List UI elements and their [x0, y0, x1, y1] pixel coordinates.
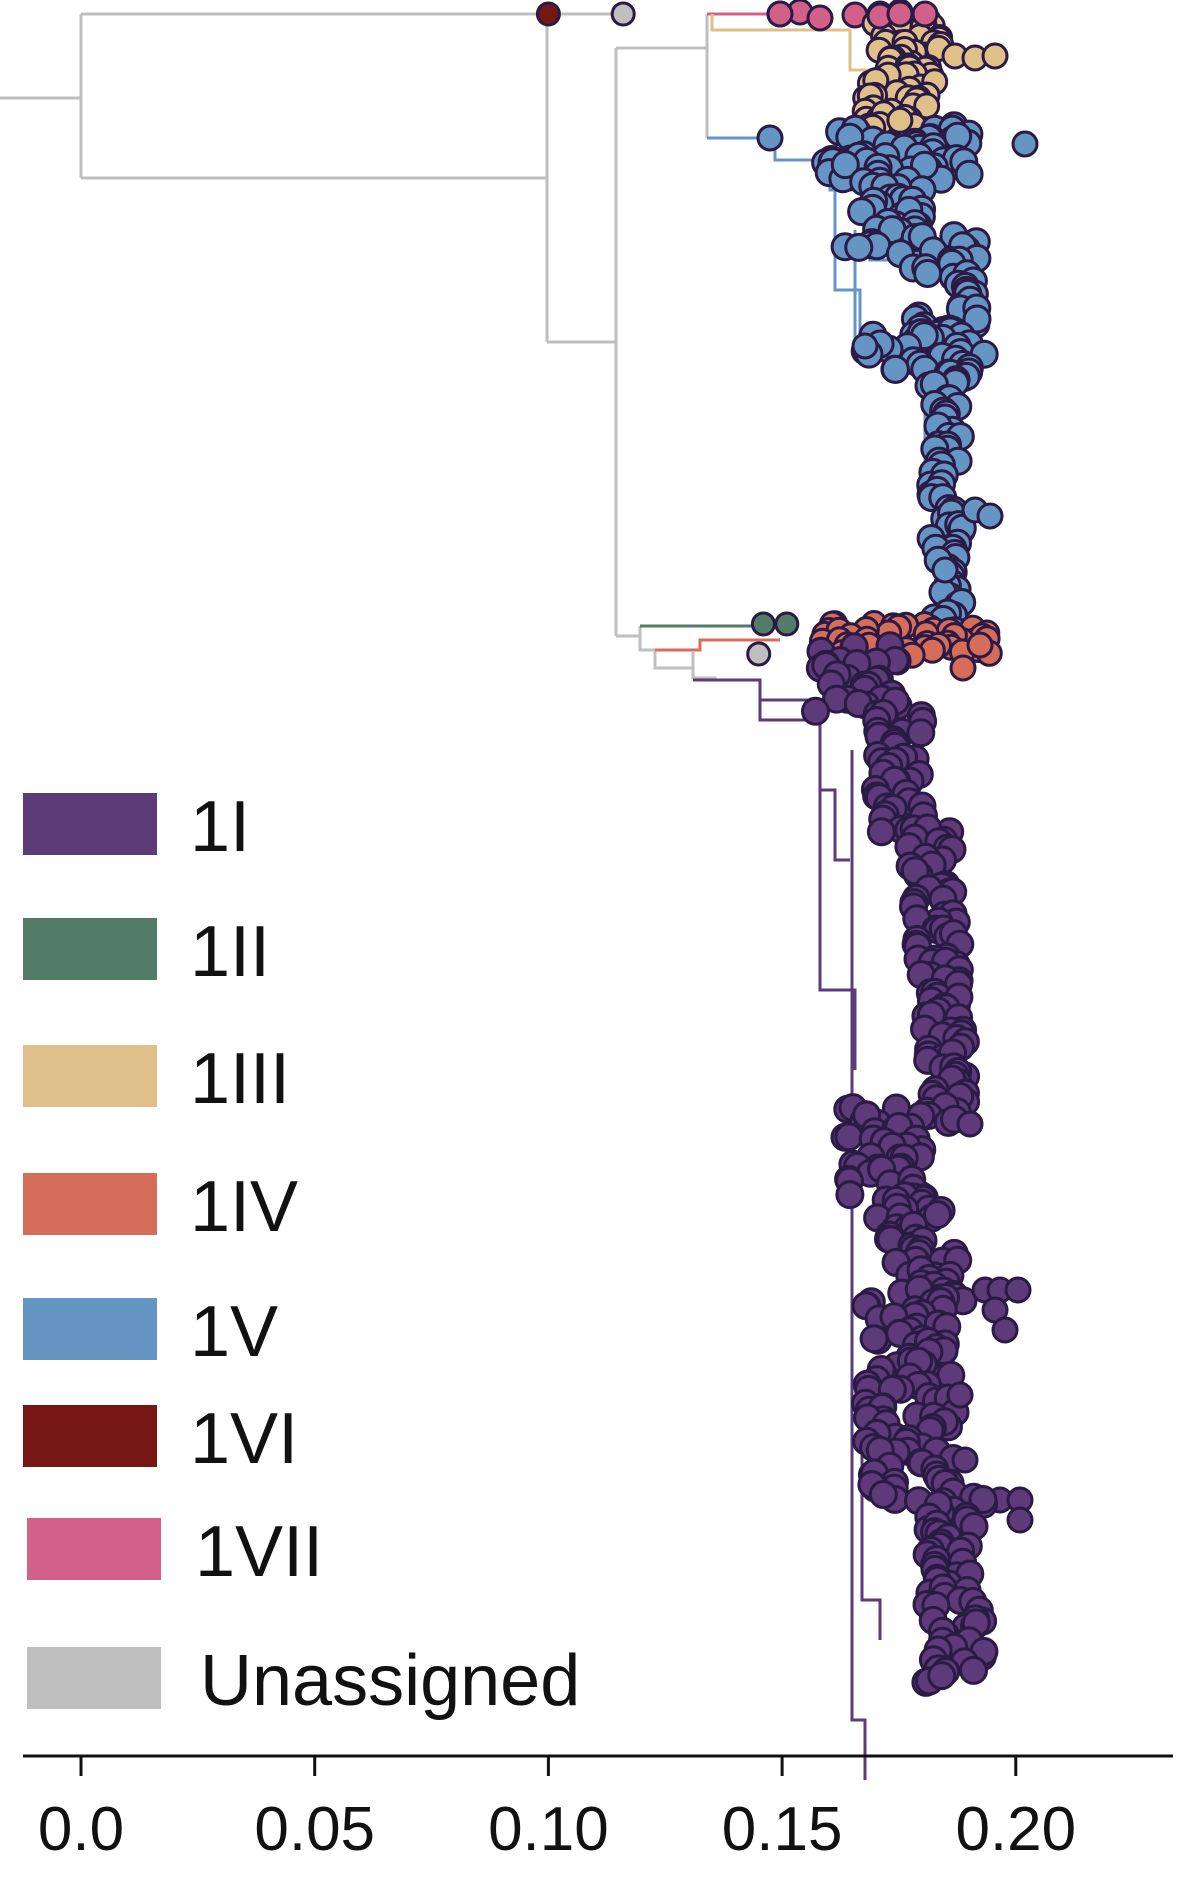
tip-1VII	[806, 4, 834, 32]
tip-1VI	[535, 1, 561, 27]
clade-tips	[756, 0, 1039, 1697]
tip-1IV	[966, 631, 994, 659]
tip-1I	[906, 718, 936, 748]
branch-1i	[693, 678, 815, 702]
tip-1I	[956, 1110, 984, 1138]
legend-item-1iii: 1III	[23, 1039, 290, 1119]
legend-label: 1I	[190, 787, 250, 867]
branch-1iv	[655, 638, 780, 652]
branch-1i-d	[850, 750, 867, 1780]
single-tips	[535, 1, 800, 667]
legend-item-1vi: 1VI	[23, 1399, 298, 1479]
tip-1V	[954, 159, 984, 189]
legend-item-unassigned: Unassigned	[27, 1641, 580, 1721]
legend-label: 1II	[190, 912, 270, 992]
legend: 1I 1II 1III 1IV 1V 1VI 1VII Unassigned	[23, 787, 580, 1721]
legend-label: 1IV	[190, 1167, 298, 1247]
tip-1III	[981, 42, 1009, 70]
tip-1V	[756, 124, 784, 152]
legend-swatch	[23, 1045, 157, 1107]
tip-Unassigned	[746, 641, 772, 667]
legend-swatch	[23, 1298, 157, 1360]
tip-1I	[927, 1661, 957, 1691]
tip-1I	[801, 696, 830, 726]
x-tick-label: 0.20	[955, 1795, 1076, 1864]
tip-1I	[946, 1381, 974, 1409]
x-tick-label: 0.15	[722, 1795, 843, 1864]
split-d	[638, 626, 693, 670]
x-tick-label: 0.10	[488, 1795, 609, 1864]
tip-1I	[835, 1180, 865, 1210]
tip-Unassigned	[610, 1, 636, 27]
tip-1I	[1004, 1276, 1032, 1304]
legend-item-1ii: 1II	[23, 912, 270, 992]
tip-1I	[834, 1122, 864, 1152]
tip-1V	[913, 259, 943, 288]
legend-swatch	[23, 1173, 157, 1235]
legend-swatch	[23, 918, 157, 980]
legend-label: 1III	[190, 1039, 290, 1119]
legend-swatch	[23, 793, 157, 855]
legend-label: 1VI	[190, 1399, 298, 1479]
tip-1I	[959, 1655, 988, 1685]
legend-swatch	[23, 1405, 157, 1467]
tip-1II	[750, 611, 776, 637]
tip-1I	[866, 817, 896, 847]
branch-1v-b	[833, 165, 862, 350]
legend-item-1iv: 1IV	[23, 1167, 298, 1247]
legend-item-1i: 1I	[23, 787, 250, 867]
tip-1I	[859, 1324, 889, 1354]
tree-branches	[0, 12, 950, 1780]
tip-1V	[931, 556, 959, 584]
tip-1V	[1011, 130, 1039, 158]
x-axis: 0.0 0.05 0.10 0.15 0.20	[23, 1754, 1173, 1864]
tip-1I	[951, 1446, 979, 1474]
legend-swatch	[27, 1647, 161, 1709]
tip-1V	[880, 354, 910, 384]
x-tick-label: 0.05	[254, 1795, 375, 1864]
tip-1V	[976, 502, 1004, 530]
tip-1I	[868, 1480, 898, 1509]
legend-label: Unassigned	[200, 1641, 580, 1721]
tip-1VII	[911, 0, 939, 28]
legend-swatch	[27, 1518, 161, 1580]
legend-item-1vii: 1VII	[27, 1512, 323, 1592]
tip-1IV	[949, 654, 977, 682]
tip-1II	[774, 611, 800, 637]
tip-1VII	[766, 0, 794, 28]
tip-1III	[886, 106, 914, 134]
tip-1I	[1006, 1506, 1034, 1534]
legend-item-1v: 1V	[23, 1292, 278, 1372]
tip-1V	[851, 332, 879, 360]
branch-1i-c	[818, 720, 857, 1070]
tip-1I	[991, 1316, 1019, 1344]
legend-label: 1VII	[195, 1512, 323, 1592]
tip-1V	[830, 150, 860, 180]
x-tick-label: 0.0	[38, 1795, 124, 1864]
tip-1V	[844, 232, 874, 262]
split-e	[691, 652, 717, 680]
tip-1VII	[886, 0, 914, 28]
tip-1I	[923, 1200, 952, 1230]
branch-1iii	[710, 14, 875, 72]
legend-label: 1V	[190, 1292, 278, 1372]
